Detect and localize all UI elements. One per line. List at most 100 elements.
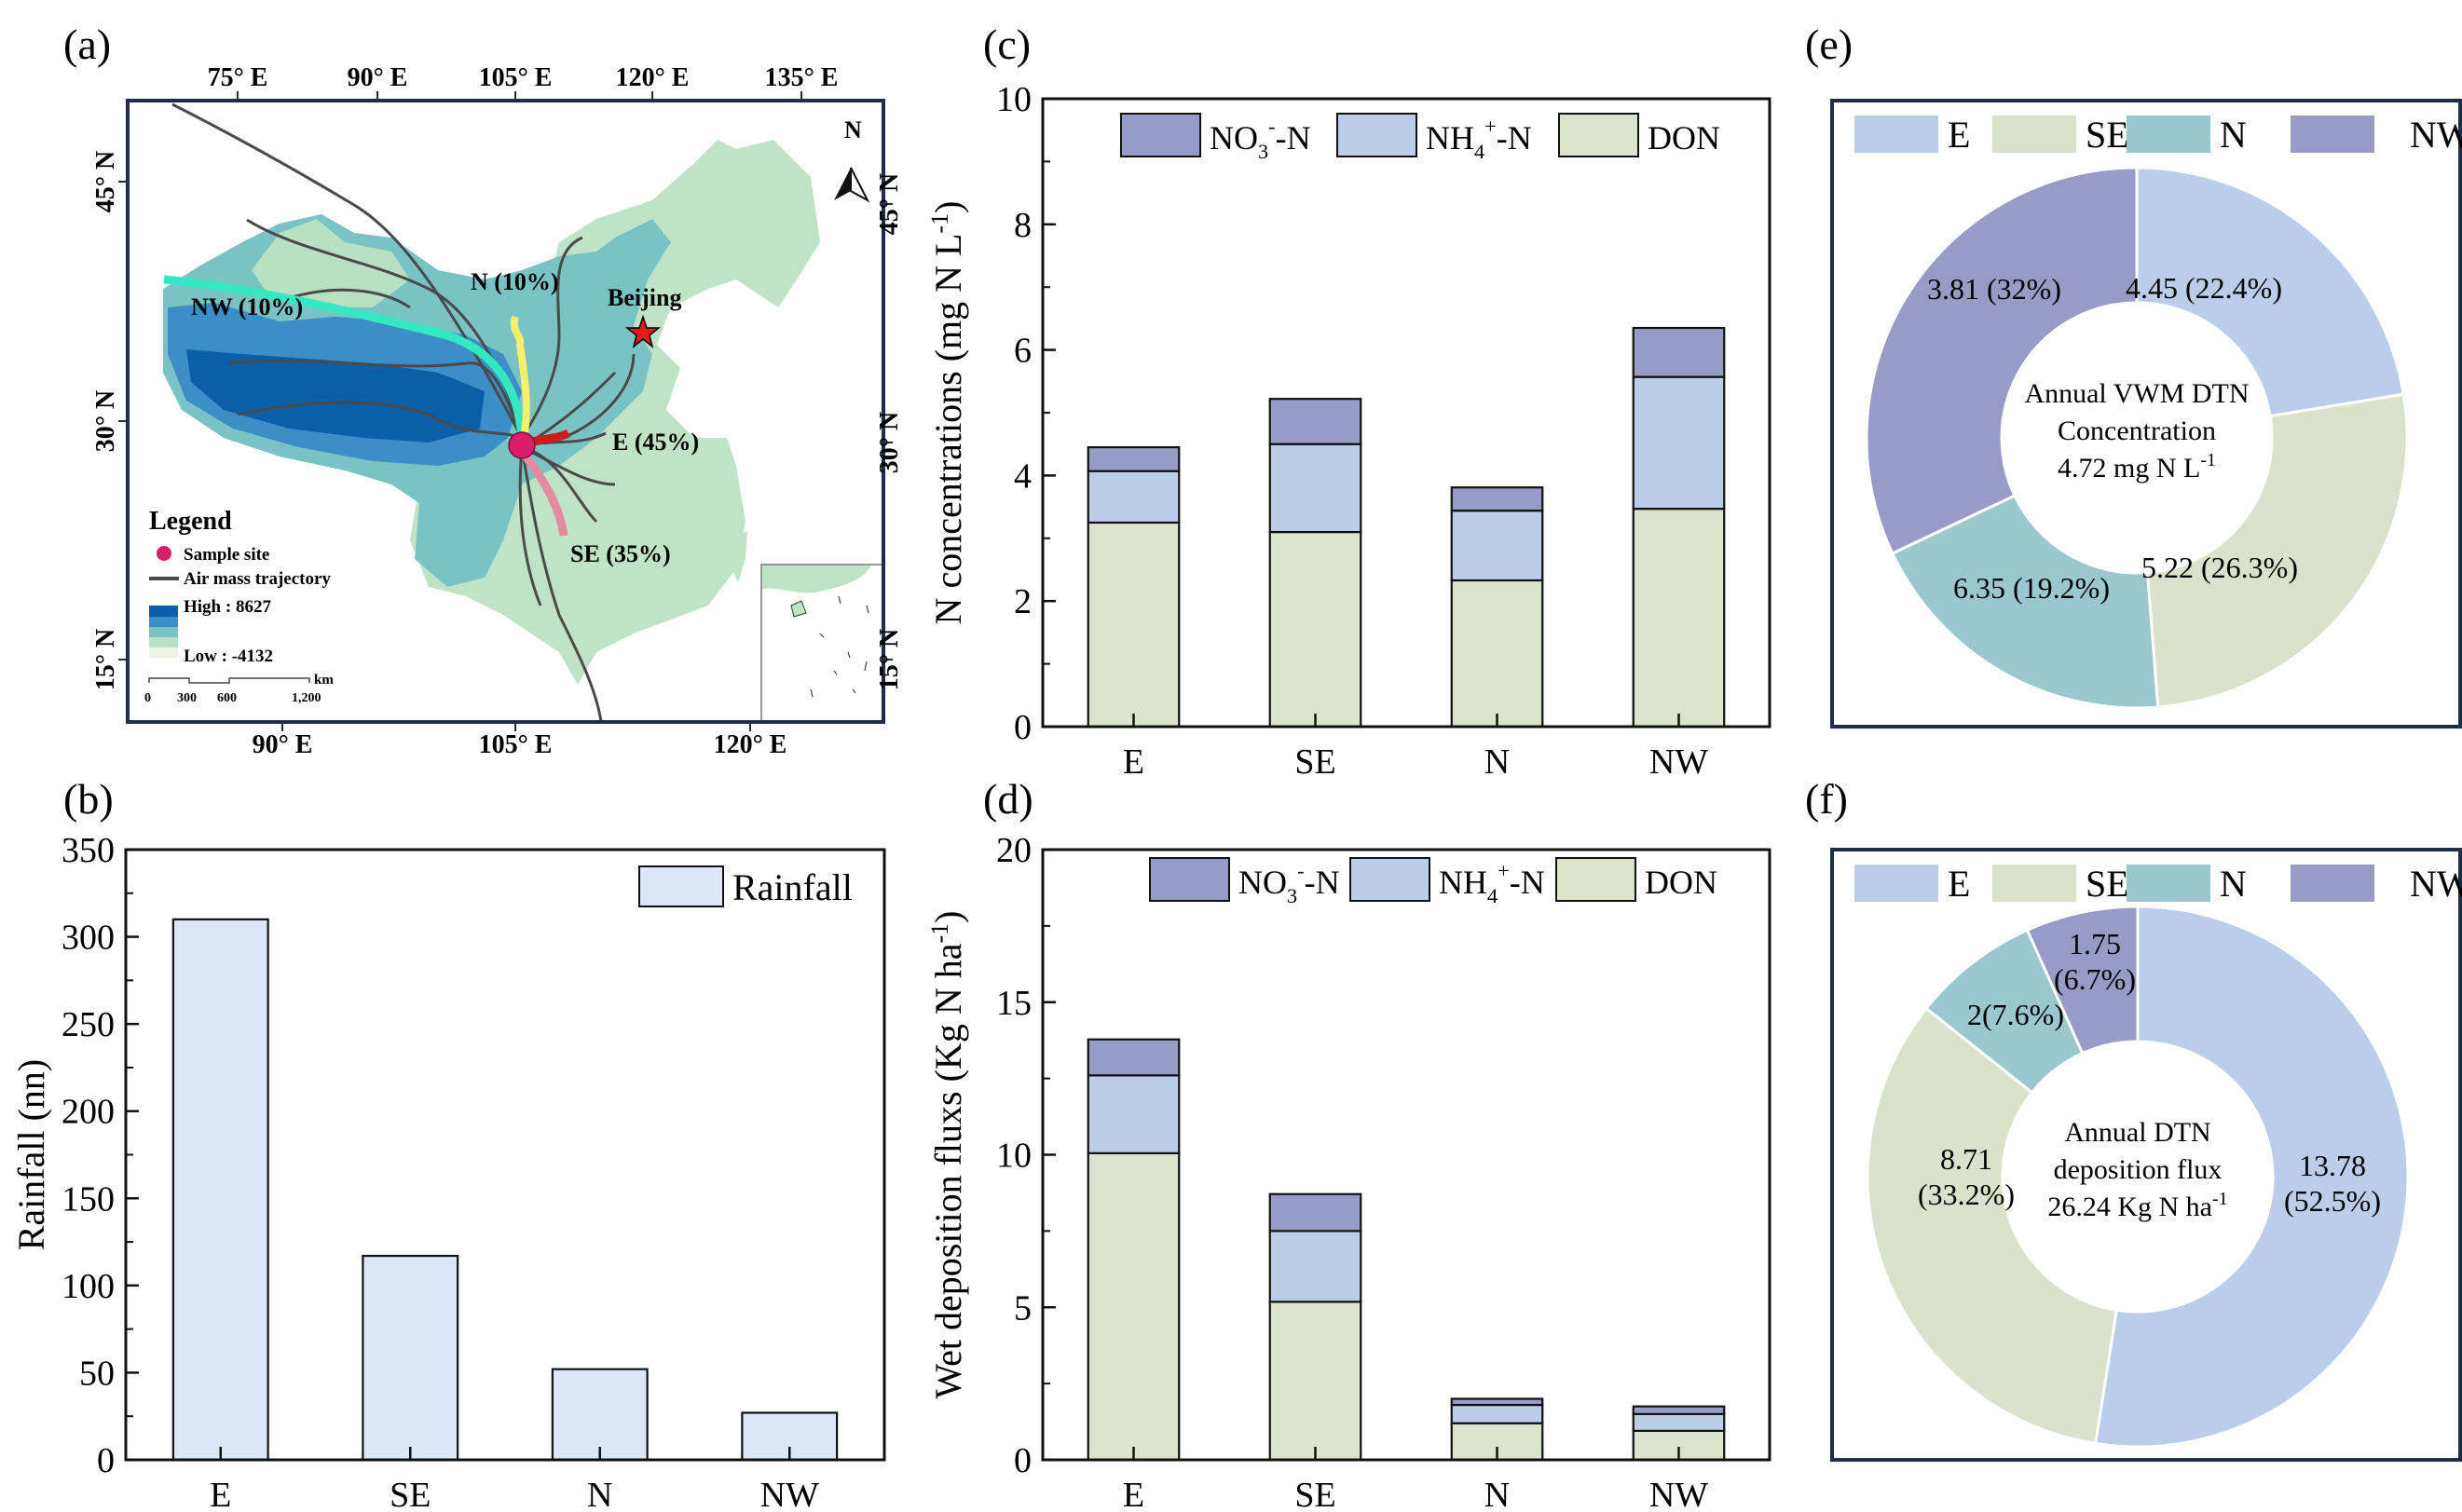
y-tick-label: 20 [996,831,1032,870]
y-tick-label: 150 [62,1179,115,1219]
legend-swatch-N [2127,865,2210,902]
slice-label-NW: 3.81 (32%) [1927,272,2061,306]
slice-label-E: 4.45 (22.4%) [2126,271,2282,305]
panel-label-c: (c) [983,20,1031,68]
slice-label-N: 6.35 (19.2%) [1953,571,2110,605]
dtn-flux-donut-chart: E SE N NW 13.78(52.5%) 8.71(33.2%) 2(7.6%) 1.75… [1830,848,2462,1462]
legend-high-label: High : 8627 [184,597,271,617]
donut-center-text: deposition flux [2054,1154,2223,1185]
bar-SE-NH4N [1268,1230,1362,1303]
land-taiwan [732,531,747,582]
legend-swatch [1555,857,1636,902]
y-tick-label: 0 [97,1441,115,1480]
map-legend-title: Legend [149,507,232,536]
bar-N-NO3N [1450,1397,1544,1407]
map-bottom-tick-labels: 90° E 105° E 120° E [253,730,787,759]
bar-E-NO3N [1087,445,1181,472]
north-arrow-label: N [844,116,862,143]
map-ticks [118,91,893,731]
map-left-tick-labels: 45° N 30° N 15° N [91,151,120,690]
legend-swatch-SE [1992,116,2076,153]
x-tick-label: N [1484,742,1510,782]
lon-label: 90° E [253,730,313,759]
map-legend: Legend Sample site Air mass trajectory H… [144,507,334,705]
y-tick-label: 15 [996,984,1032,1023]
legend-swatch [1558,113,1639,157]
bar-SE-Rainfall [362,1254,459,1462]
trajectory-line [520,236,583,439]
trajectory-line [518,446,542,606]
legend-swatch [1120,113,1201,157]
legend-label-SE: SE [2086,863,2129,905]
donut-slice-E [2093,905,2410,1449]
y-tick-label: 200 [62,1093,115,1132]
scale-tick: 600 [217,691,237,705]
slice-label-NW: 1.75 [2069,927,2121,960]
cluster-label-nw: NW (10%) [191,293,303,320]
bar-N-NH4N [1450,510,1544,582]
bar-NW-NO3N [1632,326,1726,378]
donut-center-text: 4.72 mg N L-1 [2058,450,2216,484]
panel-label-f: (f) [1805,775,1848,823]
y-axis-title: Wet deposition fluxs (Kg N ha-1) [926,911,969,1399]
n-concentration-stacked-bar-chart: E SE N NW 0 2 4 6 8 10 N concentrations (mg N L-1)… [926,80,1771,782]
bar-E-NH4N [1087,470,1181,524]
trajectory-line [227,359,524,439]
donut-center-text: 26.24 Kg N ha-1 [2047,1189,2227,1222]
bar-SE-NO3N [1268,1192,1362,1233]
legend-swatch [1149,857,1230,902]
bar-NW-NH4N [1632,375,1726,511]
trajectory-line [237,401,523,440]
map-top-tick-labels: 75° E 90° E 105° E 120° E 135° E [208,63,839,92]
bar-NW-DON [1632,1429,1726,1462]
legend-low-label: Low : -4132 [184,647,273,666]
x-tick-label: SE [1294,1476,1335,1512]
slice-label-E: (52.5%) [2284,1184,2381,1218]
bar-SE-DON [1268,1301,1362,1462]
legend-label-NW: NW [2410,114,2462,156]
scale-bar [148,677,310,684]
legend-elevation-ramp-3 [149,627,178,637]
legend-label-rainfall: Rainfall [732,866,853,908]
legend-label: NO3--N [1238,859,1340,907]
slice-label-SE: 8.71 [1940,1142,1992,1176]
legend-swatch-rainfall [638,865,724,907]
legend-label-N: N [2220,863,2247,905]
x-tick-label: NW [760,1476,819,1512]
air-mass-trajectories [171,102,636,722]
x-tick-label: E [210,1476,231,1512]
pie-frame [1830,99,2462,729]
y-tick-label: 250 [62,1005,115,1044]
trajectory-line [521,445,616,486]
donut-center-text: Concentration [2058,415,2216,446]
legend-label: DON [1648,119,1720,157]
x-tick-label: SE [390,1476,431,1512]
bar-SE-NO3N [1268,398,1362,445]
legend-elevation-ramp-5 [149,647,178,658]
pie-frame [1830,848,2462,1462]
y-tick-label: 6 [1014,332,1032,371]
slice-label-N: 2(7.6%) [1967,998,2064,1031]
bar-N-NH4N [1450,1403,1544,1424]
bar-SE-DON [1268,530,1362,729]
y-tick-label: 10 [996,1137,1032,1176]
y-tick-label: 8 [1014,206,1032,245]
beijing-star-icon [624,314,662,348]
wet-deposition-stacked-bar-chart: E SE N NW 0 5 10 15 20 Wet deposition fluxs (Kg N… [926,831,1771,1512]
cluster-n-trajectory [510,315,530,448]
legend-swatch [1349,857,1430,902]
y-tick-label: 300 [62,919,115,958]
x-tick-label: N [1484,1476,1510,1512]
legend-label: NH4+-N [1439,859,1545,907]
y-tick-label: 0 [1014,1441,1032,1480]
trajectory-line [520,446,603,722]
cluster-se-trajectory [518,449,568,537]
slice-label-SE: 5.22 (26.3%) [2141,551,2298,584]
legend-label: DON [1645,864,1717,901]
y-tick-label: 2 [1014,582,1032,621]
y-tick-label: 100 [62,1267,115,1306]
legend-label-NW: NW [2410,863,2462,905]
lat-label: 30° N [91,390,120,452]
panel-label-b: (b) [63,775,114,823]
